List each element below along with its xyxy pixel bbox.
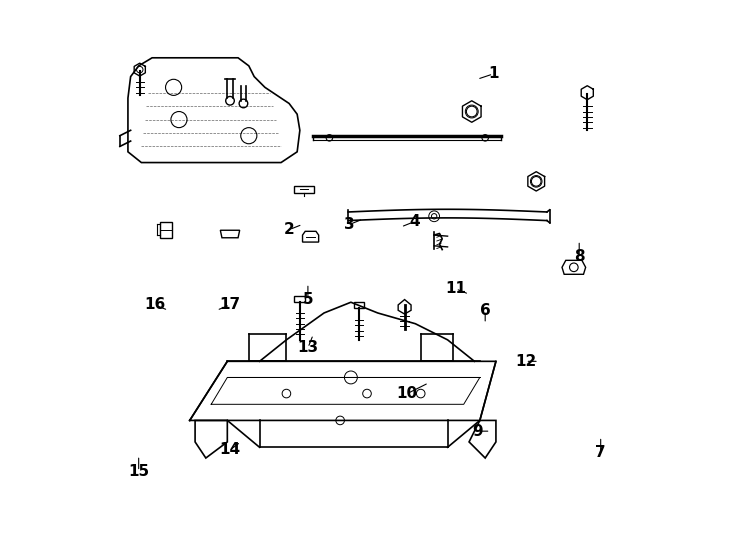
Bar [294, 296, 305, 302]
Text: 5: 5 [302, 292, 313, 307]
Text: 14: 14 [219, 442, 241, 457]
Text: 12: 12 [515, 354, 536, 369]
Text: 4: 4 [409, 214, 420, 229]
Text: 17: 17 [219, 298, 241, 313]
Text: 13: 13 [297, 340, 319, 355]
Text: 6: 6 [480, 303, 490, 318]
Text: 2: 2 [284, 222, 294, 237]
Text: 7: 7 [595, 445, 606, 460]
Bar [354, 302, 364, 308]
Text: 9: 9 [472, 424, 482, 438]
Text: 16: 16 [144, 298, 165, 313]
Text: 11: 11 [445, 281, 466, 296]
Text: 3: 3 [344, 217, 355, 232]
Text: 1: 1 [488, 66, 498, 82]
Text: 8: 8 [574, 249, 584, 264]
Text: 15: 15 [128, 464, 149, 479]
Text: 10: 10 [397, 386, 418, 401]
